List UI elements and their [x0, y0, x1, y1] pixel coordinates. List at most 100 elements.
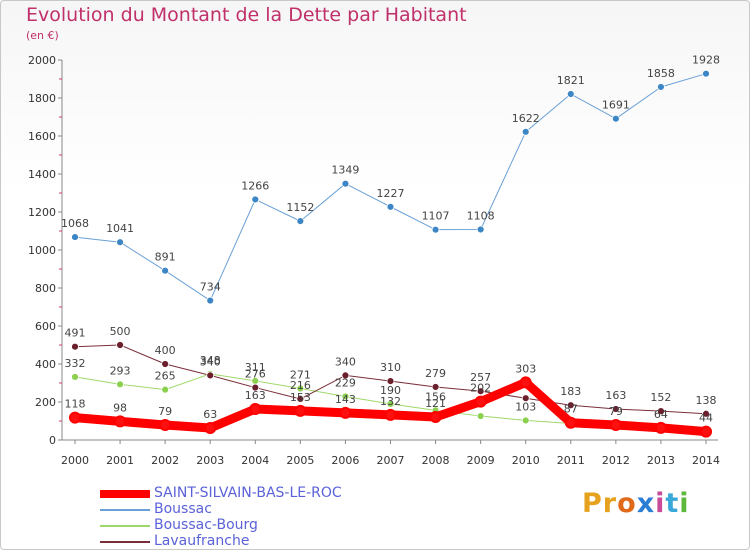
data-point	[386, 202, 395, 211]
data-label: 311	[245, 361, 266, 374]
data-point	[521, 127, 530, 136]
data-point	[341, 179, 350, 188]
y-tick-label: 1200	[28, 206, 56, 219]
data-label: 163	[605, 389, 626, 402]
data-label: 500	[110, 325, 131, 338]
data-label: 103	[515, 400, 536, 413]
data-label: 1349	[331, 164, 359, 177]
data-point	[159, 418, 172, 431]
data-point	[519, 376, 532, 389]
data-label: 138	[696, 394, 717, 407]
data-label: 1068	[61, 217, 89, 230]
data-point	[249, 403, 262, 416]
proxiti-logo: Proxiti	[582, 488, 690, 519]
data-point	[654, 421, 667, 434]
y-tick-label: 1600	[28, 130, 56, 143]
data-label: 44	[699, 412, 713, 425]
data-point	[206, 296, 215, 305]
y-tick-label: 0	[49, 434, 56, 447]
data-label: 303	[515, 362, 536, 375]
data-point	[296, 395, 305, 403]
data-label: 891	[155, 251, 176, 264]
data-label: 87	[564, 403, 578, 416]
x-tick-label: 2007	[377, 454, 405, 467]
data-point	[341, 371, 350, 380]
y-tick-label: 1800	[28, 92, 56, 105]
data-label: 156	[425, 390, 446, 403]
data-label: 1041	[106, 222, 134, 235]
data-label: 734	[200, 281, 221, 294]
legend-swatch	[100, 490, 150, 498]
x-tick-label: 2006	[331, 454, 359, 467]
x-tick-label: 2005	[286, 454, 314, 467]
legend-item: SAINT-SILVAIN-BAS-LE-ROC	[100, 485, 400, 502]
x-tick-label: 2010	[512, 454, 540, 467]
legend-label: Lavaufranche	[154, 533, 250, 549]
data-point	[69, 411, 81, 424]
logo-letter: i	[679, 488, 690, 519]
x-tick-label: 2013	[647, 454, 675, 467]
data-point	[339, 406, 352, 419]
chart-unit-label: (en €)	[26, 29, 59, 42]
data-label: 348	[200, 354, 221, 367]
legend-label: SAINT-SILVAIN-BAS-LE-ROC	[154, 485, 342, 501]
data-label: 1227	[377, 187, 405, 200]
data-point	[296, 217, 305, 226]
data-point	[251, 195, 260, 204]
legend-label: Boussac	[154, 501, 212, 517]
logo-letter: t	[665, 488, 680, 519]
chart-legend: SAINT-SILVAIN-BAS-LE-ROC Boussac Boussac-B…	[100, 485, 400, 550]
data-point	[341, 392, 350, 401]
data-label: 1691	[602, 99, 630, 112]
data-label: 279	[425, 367, 446, 380]
legend-swatch	[100, 541, 150, 543]
data-label: 190	[380, 384, 401, 397]
data-point	[161, 266, 170, 275]
logo-letter: x	[636, 488, 656, 519]
chart-title: Evolution du Montant de la Dette par Hab…	[26, 4, 467, 26]
y-tick-label: 400	[35, 358, 56, 371]
x-tick-label: 2008	[422, 454, 450, 467]
data-point	[116, 341, 124, 349]
data-point	[161, 385, 170, 394]
x-tick-label: 2000	[61, 454, 89, 467]
data-label: 310	[380, 361, 401, 374]
y-tick-label: 1000	[28, 244, 56, 257]
data-label: 257	[470, 371, 491, 384]
data-point	[702, 409, 710, 418]
data-point	[521, 416, 530, 425]
data-point	[71, 233, 79, 241]
x-tick-label: 2012	[602, 454, 630, 467]
data-point	[611, 405, 620, 413]
data-label: 229	[335, 376, 356, 389]
data-label: 1858	[647, 67, 675, 80]
data-point	[566, 401, 575, 410]
logo-letter: i	[655, 488, 666, 519]
data-label: 1821	[557, 74, 585, 87]
x-tick-label: 2014	[692, 454, 720, 467]
y-tick-label: 2000	[28, 54, 56, 67]
data-label: 1107	[422, 210, 450, 223]
data-point	[116, 238, 124, 247]
data-label: 1152	[286, 201, 314, 214]
data-label: 163	[245, 389, 266, 402]
data-point	[386, 377, 395, 386]
data-point	[657, 407, 665, 416]
data-point	[251, 383, 260, 392]
data-point	[161, 360, 170, 368]
data-label: 276	[245, 368, 266, 381]
data-point	[431, 225, 440, 234]
data-label: 64	[654, 408, 668, 421]
data-label: 1266	[241, 179, 269, 192]
data-label: 202	[470, 382, 491, 395]
data-label: 63	[203, 408, 217, 421]
legend-item: Lavaufranche	[100, 533, 400, 550]
data-point	[114, 415, 127, 428]
data-point	[564, 416, 577, 429]
x-tick-label: 2001	[106, 454, 134, 467]
legend-label: Boussac-Bourg	[154, 517, 258, 533]
x-tick-label: 2003	[196, 454, 224, 467]
data-label: 79	[609, 405, 623, 418]
data-point	[476, 412, 485, 420]
